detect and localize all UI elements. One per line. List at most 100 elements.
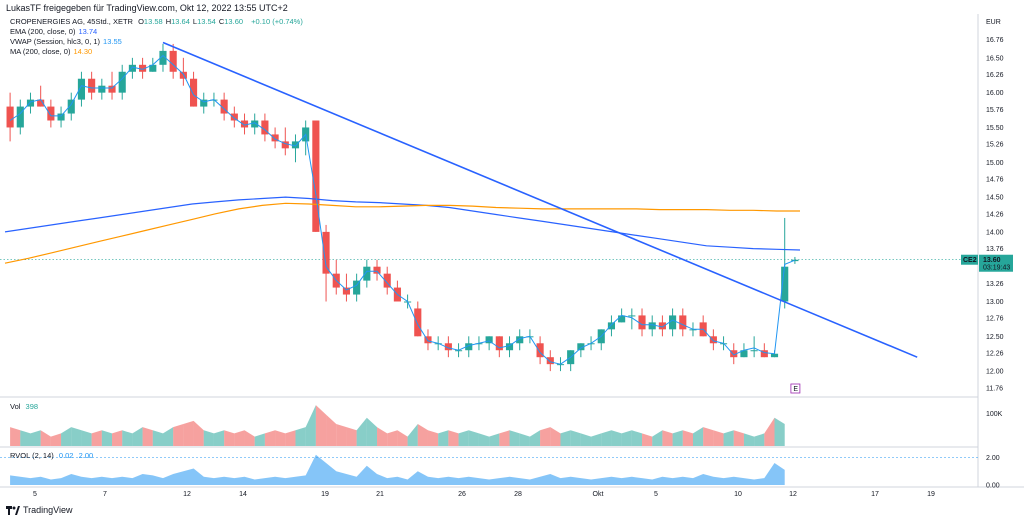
price-tick: 15.76 — [986, 107, 1004, 114]
candle-body — [240, 120, 249, 128]
price-axis-currency: EUR — [986, 19, 1001, 26]
ohlc-H: H13.64 — [165, 17, 190, 26]
volume-area — [580, 433, 592, 446]
ema-200-line — [4, 196, 801, 251]
candle-body — [159, 50, 167, 65]
rvol-tick: 2.00 — [986, 455, 1000, 462]
legend-main: CROPENERGIES AG, 45Std., XETR O13.58 H13.… — [10, 17, 306, 27]
time-tick: 28 — [514, 491, 522, 498]
volume-area — [254, 433, 265, 446]
price-tick: 13.26 — [986, 281, 1004, 288]
volume-area — [427, 430, 439, 446]
time-tick: 26 — [458, 491, 466, 498]
indicator-name: MA (200, close, 0) — [10, 47, 71, 56]
volume-area — [764, 417, 775, 446]
candle-body — [638, 315, 646, 330]
price-tick: 16.00 — [986, 90, 1004, 97]
volume-area — [193, 420, 204, 446]
candle-body — [88, 78, 96, 93]
volume-area — [326, 414, 337, 446]
volume-area — [10, 427, 21, 446]
time-tick: 19 — [927, 491, 935, 498]
volume-area — [162, 427, 174, 446]
candle-body — [679, 315, 687, 330]
ohlc-C: C13.60 — [218, 17, 244, 26]
candle-body — [577, 343, 585, 351]
indicator-name: VWAP (Session, hlc3, 0, 1) — [10, 37, 101, 46]
volume-area — [30, 430, 41, 446]
volume-area — [377, 427, 388, 446]
volume-area — [183, 420, 194, 446]
vol-legend: Vol 398 — [10, 402, 41, 412]
candle-body — [383, 273, 391, 288]
candle-body — [37, 99, 45, 107]
vol-title: Vol — [10, 402, 21, 411]
candle-body — [271, 134, 279, 142]
volume-area — [774, 417, 785, 446]
candle-body — [618, 315, 626, 323]
ohlc-O: O13.58 — [138, 17, 163, 26]
tradingview-logo[interactable]: TradingView — [6, 505, 73, 515]
volume-area — [468, 430, 479, 446]
price-tick: 14.76 — [986, 176, 1004, 183]
volume-area — [631, 430, 643, 446]
volume-area — [142, 427, 153, 446]
volume-area — [407, 424, 418, 446]
volume-area — [540, 427, 551, 446]
candle-body — [281, 141, 289, 149]
candle-body — [709, 336, 717, 344]
indicator-value: 14.30 — [73, 47, 93, 56]
volume-area — [264, 430, 276, 446]
time-tick: 12 — [789, 491, 797, 498]
volume-area — [601, 430, 612, 446]
volume-area — [356, 417, 367, 446]
volume-area — [213, 430, 225, 446]
candle-body — [536, 343, 544, 358]
ohlc-L: L13.54 — [192, 17, 216, 26]
volume-area — [509, 430, 520, 446]
vol-tick: 100K — [986, 411, 1003, 418]
price-tick: 15.26 — [986, 142, 1004, 149]
price-tick: 13.00 — [986, 299, 1004, 306]
candle-body — [189, 78, 198, 107]
volume-area — [132, 427, 143, 446]
candle-body — [648, 322, 656, 330]
ohlc-values: O13.58 H13.64 L13.54 C13.60 — [138, 17, 246, 26]
volume-area — [336, 424, 347, 446]
footer-brand: TradingView — [23, 505, 73, 515]
candle-body — [6, 106, 14, 128]
candle-body — [740, 350, 748, 358]
tradingview-icon — [6, 505, 20, 515]
candle-body — [16, 106, 24, 128]
volume-area — [387, 430, 398, 446]
volume-area — [50, 433, 62, 446]
volume-area — [438, 430, 449, 446]
volume-area — [652, 430, 663, 446]
candle-body — [628, 315, 636, 317]
candle-body — [47, 106, 55, 121]
candle-body — [689, 329, 697, 331]
volume-area — [458, 430, 469, 446]
candle-body — [230, 113, 238, 121]
time-tick: 5 — [654, 491, 658, 498]
candle-body — [57, 113, 65, 121]
price-tick: 15.50 — [986, 125, 1004, 132]
volume-area — [20, 430, 31, 446]
volume-area — [315, 405, 327, 446]
volume-area — [275, 430, 286, 446]
price-tick: 11.76 — [986, 385, 1003, 392]
rvol-area — [10, 454, 785, 485]
candle-body — [312, 120, 320, 232]
candle-body — [546, 357, 554, 365]
candle-body — [414, 308, 422, 337]
volume-area — [40, 430, 51, 446]
candle-body — [77, 78, 86, 100]
candle-body — [444, 343, 452, 351]
volume-area — [295, 427, 306, 446]
volume-area — [662, 430, 673, 446]
volume-area — [642, 433, 653, 446]
vwap-line — [9, 54, 796, 365]
volume-area — [152, 430, 163, 446]
volume-area — [71, 427, 82, 446]
